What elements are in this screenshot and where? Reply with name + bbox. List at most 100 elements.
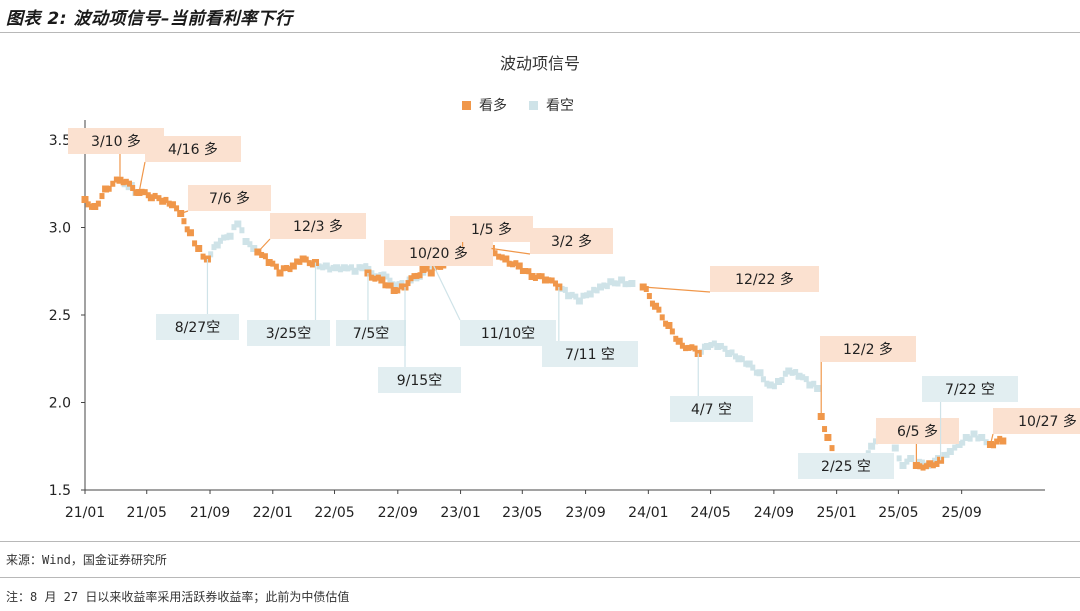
long-signal-dot [139, 188, 145, 195]
annotation-label: 12/2 多 [843, 341, 893, 358]
long-signal-dot [398, 283, 404, 290]
short-signal-point [351, 267, 359, 275]
long-signal-dot [513, 260, 519, 267]
annotation-label: 10/27 多 [1018, 413, 1077, 430]
short-signal-point [745, 360, 753, 368]
annotation-box [336, 320, 406, 346]
long-signal-dot [259, 251, 265, 258]
short-signal-dot [363, 263, 369, 270]
annotation-box [798, 453, 894, 479]
long-signal-dot [930, 462, 936, 469]
long-signal-point [926, 460, 934, 468]
long-signal-dot [997, 435, 1003, 442]
long-signal-dot [106, 185, 112, 192]
short-signal-dot [750, 364, 756, 371]
short-signal-dot [369, 270, 375, 277]
short-signal-dot [345, 265, 351, 272]
long-signal-point [675, 337, 683, 345]
long-signal-dot [368, 274, 374, 281]
top-rule [0, 32, 1080, 33]
short-signal-dot [732, 353, 738, 360]
long-signal-dot [145, 192, 151, 199]
annotation-box [993, 408, 1080, 434]
x-tick-label: 21/05 [127, 505, 167, 521]
long-signal-dot [375, 274, 381, 281]
long-signal-dot [306, 260, 312, 267]
note-rule [0, 577, 1080, 578]
short-signal-point [806, 381, 814, 389]
short-signal-dot [611, 280, 617, 287]
short-signal-point [213, 241, 221, 249]
legend-swatch-short [529, 100, 538, 110]
short-signal-dot [387, 277, 393, 284]
long-signal-dot [683, 345, 689, 352]
short-signal-dot [941, 452, 947, 459]
short-signal-point [607, 278, 615, 286]
short-signal-point [962, 434, 970, 441]
long-signal-point [390, 287, 398, 294]
short-signal-dot [718, 343, 724, 350]
x-tick-label: 23/09 [565, 505, 605, 521]
long-signal-dot [991, 442, 997, 449]
long-signal-dot [192, 240, 198, 247]
short-signal-point [907, 455, 915, 462]
annotation-box [460, 320, 556, 346]
short-signal-point [333, 264, 341, 272]
long-signal-dot [123, 178, 129, 185]
annotation-leader [989, 433, 994, 445]
annotation-box [384, 240, 493, 266]
long-signal-point [265, 259, 273, 266]
short-signal-point [359, 264, 367, 272]
long-signal-dot [649, 300, 655, 307]
long-signal-dot [659, 314, 665, 321]
y-tick-label: 3.0 [49, 221, 71, 237]
short-signal-dot [622, 281, 628, 288]
long-signal-dot [408, 275, 414, 282]
short-signal-dot [601, 282, 607, 289]
short-signal-point [946, 448, 954, 455]
long-signal-dot [499, 254, 505, 261]
x-tick-label: 25/05 [878, 505, 918, 521]
annotation-label: 7/22 空 [945, 382, 995, 398]
long-signal-point [824, 434, 832, 441]
long-signal-dot [262, 253, 268, 260]
x-tick-label: 24/05 [690, 505, 730, 521]
long-signal-dot [496, 253, 502, 260]
long-signal-point [102, 185, 110, 193]
short-signal-point [704, 343, 712, 350]
short-signal-dot [967, 435, 973, 442]
y-tick-label: 1.5 [49, 483, 71, 499]
short-signal-dot [316, 263, 322, 270]
short-signal-dot [960, 439, 966, 446]
short-signal-dot [337, 266, 343, 273]
long-signal-dot [405, 280, 411, 287]
short-signal-dot [764, 380, 770, 387]
short-signal-point [340, 264, 348, 272]
chart-legend: 看多 看空 [462, 95, 574, 115]
long-signal-dot [435, 263, 441, 270]
long-signal-dot [536, 273, 542, 280]
x-tick-label: 24/01 [628, 505, 668, 521]
short-signal-dot [208, 251, 214, 258]
long-signal-dot [689, 344, 695, 351]
long-signal-dot [994, 438, 1000, 445]
x-tick-label: 23/01 [440, 505, 480, 521]
short-signal-dot [743, 360, 749, 367]
long-signal-dot [85, 201, 91, 208]
short-signal-dot [708, 342, 714, 349]
short-signal-dot [701, 343, 707, 350]
short-signal-dot [211, 244, 217, 251]
x-tick-label: 22/05 [314, 505, 354, 521]
long-signal-point [159, 197, 167, 205]
long-signal-dot [303, 256, 309, 263]
annotation-label: 4/7 空 [691, 402, 732, 418]
long-signal-point [528, 273, 536, 280]
source-note: 来源：Wind，国金证券研究所 [6, 553, 167, 567]
long-signal-dot [181, 218, 187, 225]
long-signal-dot [532, 274, 538, 281]
annotation-leader [491, 247, 531, 255]
short-signal-point [899, 462, 907, 469]
long-signal-dot [510, 261, 516, 268]
long-signal-dot [539, 273, 545, 280]
short-signal-dot [604, 283, 610, 290]
